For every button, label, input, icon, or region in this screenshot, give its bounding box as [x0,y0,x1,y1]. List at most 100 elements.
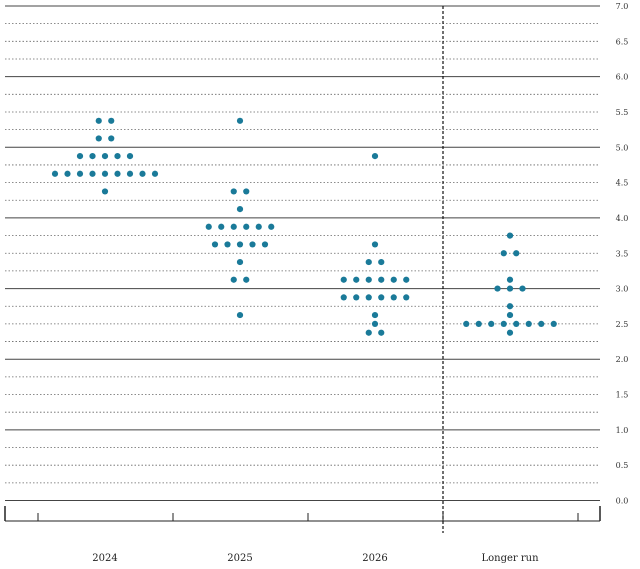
y-tick-label: 0.0 [616,497,629,506]
dot-point [371,320,379,327]
dot-point [89,170,96,177]
dot-point [488,320,495,327]
y-tick-label: 3.0 [616,285,629,294]
dot-point [211,241,219,248]
dot-point [550,320,557,327]
dot-point [500,320,507,327]
y-tick-label: 4.0 [616,214,629,223]
dot-point [101,170,109,177]
dot-point [390,294,397,301]
y-tick-label: 2.0 [616,355,629,364]
dot-point [230,276,237,283]
dot-point [353,276,360,283]
dot-point [95,117,102,124]
dot-point [139,170,146,177]
y-tick-label: 3.5 [616,249,629,258]
category-label: 2025 [227,553,252,564]
dot-point [108,117,115,124]
dot-point [519,285,526,292]
dot-point [51,170,59,177]
dot-point [236,311,244,319]
dot-point [114,170,121,177]
gridlines [5,5,600,501]
y-tick-label: 2.5 [616,320,629,329]
dot-point [114,153,121,160]
dot-point [218,223,225,230]
dot-point [378,294,385,301]
dot-point [236,241,244,248]
dot-point [236,205,244,213]
dot-point [506,311,514,319]
dot-point [95,135,102,142]
dot-point [205,223,212,230]
y-tick-label: 4.5 [616,179,629,188]
dot-point [525,320,532,327]
dot-point [538,320,545,327]
dot-point [494,285,501,292]
category-label: 2024 [92,553,117,564]
dot-point [236,117,244,124]
y-tick-label: 5.0 [616,143,629,152]
dot-point [76,170,84,177]
dot-point [89,153,96,160]
dot-point [500,250,507,257]
dot-point [365,294,372,301]
dot-point [378,276,385,283]
axes [4,6,601,533]
dot-point [230,223,237,230]
dot-point [126,170,134,177]
dot-point [249,241,256,248]
dot-point [506,276,514,283]
dot-point [371,241,379,248]
y-tick-label: 7.0 [616,2,629,11]
dot-point [236,258,244,266]
dot-point [76,153,84,160]
dot-point [230,188,237,195]
dot-point [506,285,514,292]
dot-point [151,170,159,177]
dot-point [378,329,385,336]
dot-point [224,241,231,248]
y-tick-label: 6.0 [616,73,629,82]
dot-point [506,303,514,310]
dot-point [371,153,379,160]
dot-point [64,170,71,177]
dot-point [126,153,134,160]
dot-point [255,223,262,230]
y-tick-label: 1.5 [616,391,629,400]
dot-point [243,276,250,283]
y-tick-label: 1.0 [616,426,629,435]
dot-point [403,276,410,283]
labels: 0.0 0.5 1.0 1.5 2.0 2.5 3.0 3.5 4.0 4.5 5.0 5.5 6.0 6… [92,2,628,564]
dot-point [513,250,520,257]
dot-point [261,241,269,248]
dot-point [340,294,347,301]
dot-point [506,329,514,336]
dot-point [353,294,360,301]
dot-point [475,320,482,327]
dot-point [378,258,385,266]
y-tick-label: 0.5 [616,461,629,470]
y-tick-label: 5.5 [616,108,629,117]
dot-point [403,294,410,301]
dot-point [463,320,470,327]
dot-point [506,232,514,239]
dot-point [365,258,372,266]
dot-point [390,276,397,283]
dot-point [108,135,115,142]
y-tick-label: 6.5 [616,37,629,46]
dot-point [513,320,520,327]
dot-point [243,188,250,195]
dot-point [243,223,250,230]
dots [51,117,557,336]
dot-point [101,188,109,195]
dot-point [340,276,347,283]
dot-point [101,153,109,160]
dot-point [268,223,275,230]
dot-point [365,329,372,336]
category-label: Longer run [481,553,539,564]
dot-point [365,276,372,283]
category-label: 2026 [362,553,387,564]
dot-point [371,311,379,319]
